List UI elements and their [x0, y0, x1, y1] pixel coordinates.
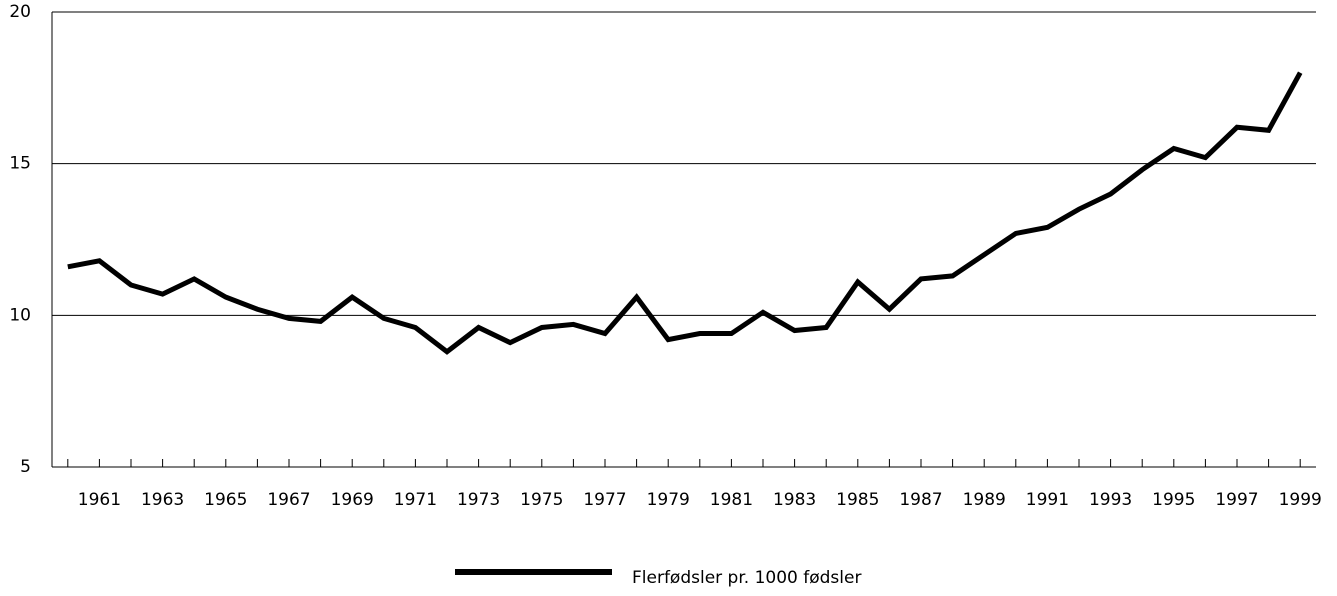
- line-series: [67, 71, 1303, 355]
- x-tick-label: 1991: [1026, 490, 1069, 510]
- x-tick-label: 1965: [204, 490, 247, 510]
- x-tick-label: 1973: [457, 490, 500, 510]
- x-tick-label: 1997: [1215, 490, 1258, 510]
- legend-label: Flerfødsler pr. 1000 fødsler: [632, 568, 861, 588]
- y-tick-label: 20: [9, 2, 31, 22]
- x-tick-label: 1971: [394, 490, 437, 510]
- x-tick-label: 1969: [331, 490, 374, 510]
- y-tick-label: 10: [9, 305, 31, 325]
- x-tick-label: 1963: [141, 490, 184, 510]
- y-tick-label: 5: [20, 457, 31, 477]
- x-tick-label: 1977: [583, 490, 626, 510]
- x-tick-label: 1995: [1152, 490, 1195, 510]
- x-tick-label: 1985: [836, 490, 879, 510]
- x-tick-label: 1967: [267, 490, 310, 510]
- x-tick-label: 1979: [647, 490, 690, 510]
- x-tick-label: 1983: [773, 490, 816, 510]
- x-tick-label: 1961: [78, 490, 121, 510]
- x-tick-label: 1999: [1279, 490, 1322, 510]
- y-tick-label: 15: [9, 154, 31, 174]
- x-tick-label: 1989: [963, 490, 1006, 510]
- x-tick-label: 1993: [1089, 490, 1132, 510]
- x-tick-label: 1987: [899, 490, 942, 510]
- x-tick-label: 1981: [710, 490, 753, 510]
- x-tick-label: 1975: [520, 490, 563, 510]
